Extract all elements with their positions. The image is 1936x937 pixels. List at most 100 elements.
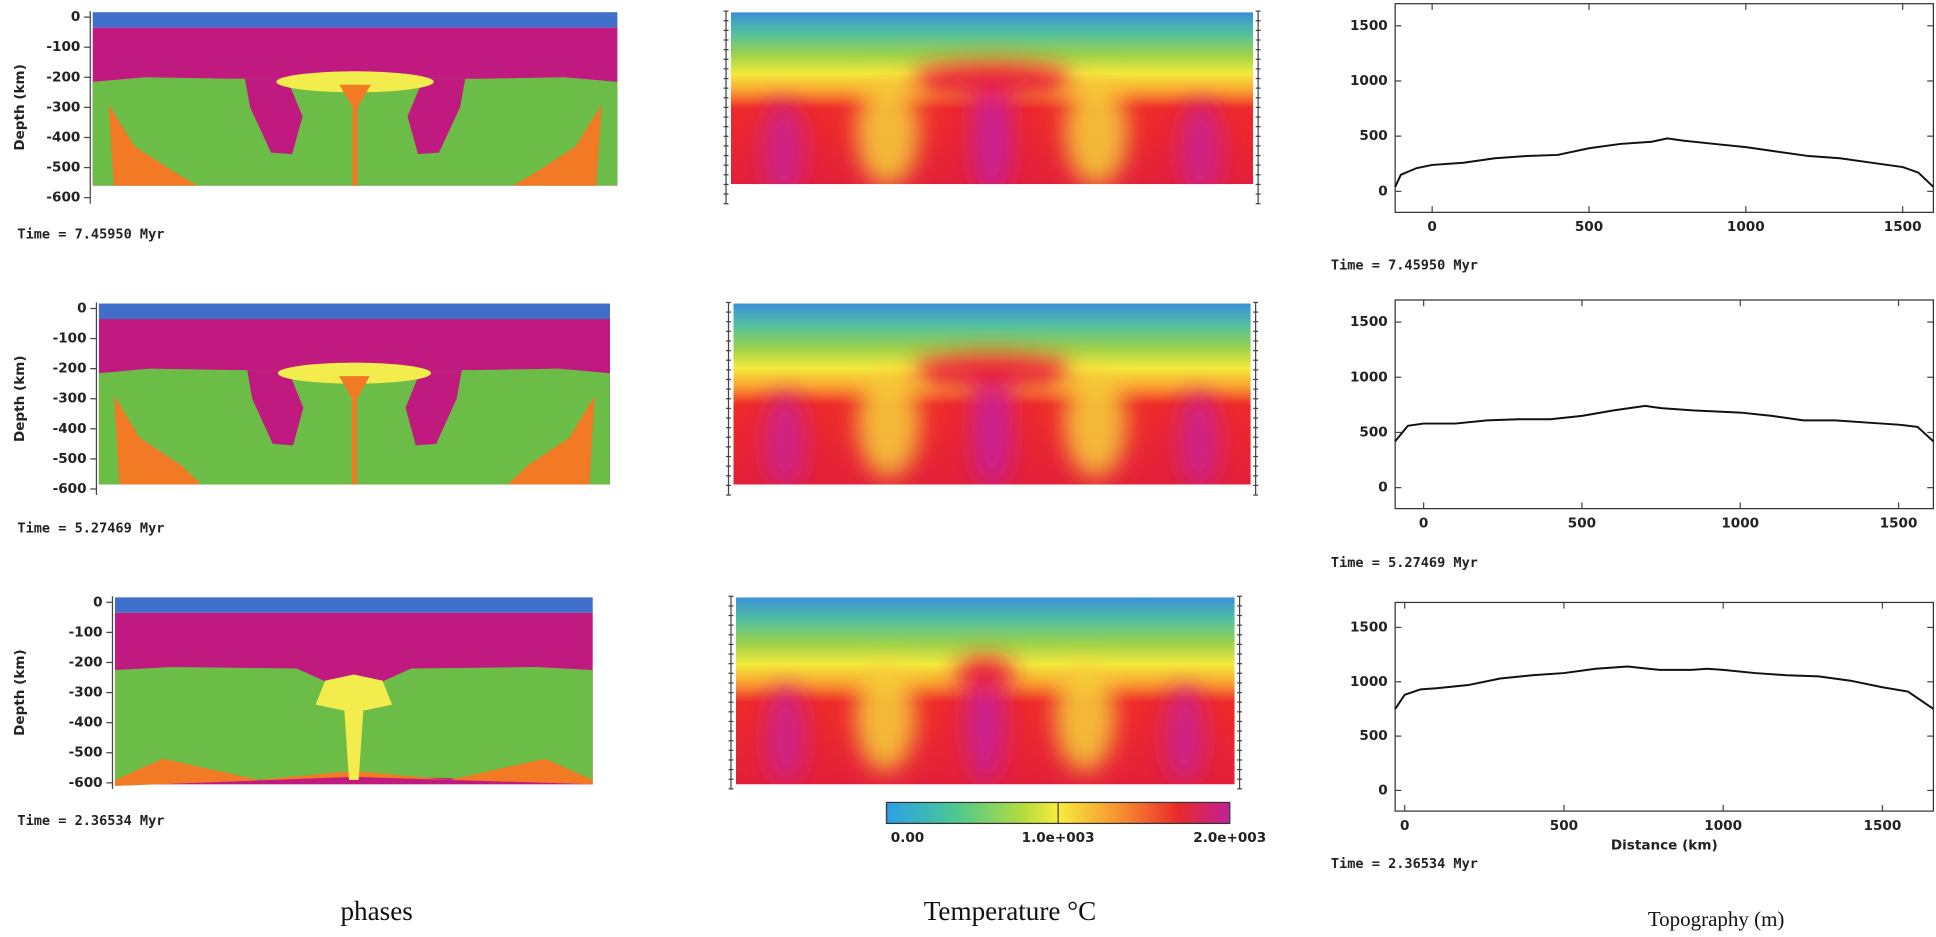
y-tick-label: 0 [71,9,80,25]
slab-left [244,78,303,155]
cool-downwelling [1064,368,1127,477]
slab-right [407,78,466,155]
y-tick-label: 500 [1359,128,1387,144]
hot-region [762,100,805,185]
x-tick-label: 0 [1400,818,1409,834]
lithosphere-layer [92,12,618,28]
time-label: Time = 7.45950 Myr [1331,257,1478,273]
time-label: Time = 2.36534 Myr [17,813,164,829]
y-tick-label: -600 [53,481,87,497]
y-tick-label: 1000 [1350,674,1388,690]
topography-line [1394,665,1934,710]
temperature-features [765,657,1205,785]
y-tick-label: -100 [69,624,103,640]
x-tick-label: 1500 [1864,818,1902,834]
plume-head [909,354,1075,389]
x-tick-label: 500 [1550,818,1578,834]
temperature-panel [730,12,1254,185]
y-tick-label: 0 [1378,480,1387,496]
phase-panel [98,303,610,485]
cool-downwelling [857,368,920,477]
y-tick-label: 500 [1359,424,1387,440]
y-tick-label: -600 [46,190,80,206]
topography-line [1394,404,1935,443]
x-tick-label: 1500 [1884,219,1922,235]
colorbar-tick-label: 2.0e+003 [1193,830,1266,846]
cool-downwelling [855,662,916,771]
y-tick-label: 500 [1359,728,1387,744]
phase-panel [114,597,593,786]
cool-downwelling [1055,662,1115,771]
plot-frame [1394,601,1935,812]
y-tick-label: 0 [1378,183,1387,199]
lithosphere-layer [98,303,610,320]
time-label: Time = 2.36534 Myr [1331,856,1478,872]
y-tick-label: 1500 [1350,314,1388,330]
x-tick-label: 0 [1419,515,1428,531]
y-tick-label: -300 [69,685,103,701]
x-tick-label: 500 [1568,515,1596,531]
y-tick-label: -200 [69,654,103,670]
y-tick-label: -400 [46,129,80,145]
plume-head [908,63,1076,98]
topography-line [1394,137,1935,188]
colorbar-tick-label: 0.00 [891,830,924,846]
x-tick-label: 0 [1427,219,1436,235]
plume-head [276,71,434,93]
plume-head [955,657,1016,692]
time-label: Time = 5.27469 Myr [1331,555,1478,571]
y-tick-label: -500 [46,160,80,176]
plume-head [277,362,432,384]
plot-frame [1394,3,1935,213]
x-tick-label: 1000 [1704,818,1742,834]
time-label: Time = 5.27469 Myr [17,520,164,536]
orange-right [512,104,602,186]
x-tick-label: 1000 [1727,219,1765,235]
y-tick-label: -500 [53,451,87,467]
y-tick-label: -100 [46,39,80,55]
y-tick-label: -400 [69,715,103,731]
hot-region [1180,100,1222,185]
temperature-features [764,354,1220,485]
colorbar-tick-label: 1.0e+003 [1022,830,1095,846]
temperature-caption: Temperature °C [924,896,1096,926]
y-tick-label: 0 [1378,782,1387,798]
plume-core [965,662,1006,783]
y-tick-label: -300 [46,99,80,115]
x-tick-label: 1500 [1880,515,1918,531]
plume-stem [339,376,370,485]
plot-frame [1394,299,1935,510]
x-tick-label: 1000 [1721,515,1759,531]
plume-core [971,77,1013,185]
phases-caption: phases [340,896,412,926]
topography-caption: Topography (m) [1648,907,1785,931]
x-tick-label: 500 [1575,219,1603,235]
orange-right [507,395,595,485]
lithosphere-layer [114,597,593,613]
orange-left [108,104,198,186]
y-axis-label: Depth (km) [12,649,28,736]
hot-region [1178,391,1220,485]
plume-stem [339,84,371,186]
hot-region [764,391,806,485]
temperature-features [762,63,1222,185]
hot-region [1164,685,1205,785]
y-tick-label: -200 [46,69,80,85]
y-axis-label: Depth (km) [12,355,28,442]
y-tick-label: 1500 [1350,18,1388,34]
y-tick-label: -500 [69,745,103,761]
y-axis-label: Depth (km) [12,64,28,151]
y-tick-label: 1500 [1350,619,1388,635]
y-tick-label: -300 [53,391,87,407]
x-axis-label: Distance (km) [1611,838,1718,854]
phase-panel [92,12,618,186]
y-tick-label: -100 [53,331,87,347]
y-tick-label: 0 [77,300,86,316]
y-tick-label: -200 [53,361,87,377]
y-tick-label: 1000 [1350,73,1388,89]
slab-left [247,370,304,446]
time-label: Time = 7.45950 Myr [17,227,164,243]
cool-downwelling [1065,77,1128,185]
orange-left [114,395,202,485]
